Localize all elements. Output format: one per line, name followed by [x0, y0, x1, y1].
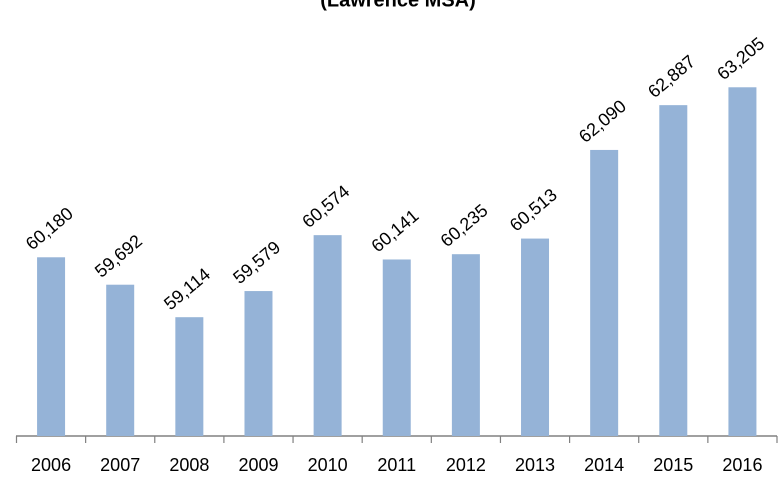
value-label: 62,090: [575, 96, 630, 147]
bar: [451, 254, 480, 436]
x-tick-label: 2010: [308, 455, 348, 475]
bar: [728, 87, 757, 437]
x-tick-label: 2015: [653, 455, 693, 475]
x-tick-label: 2009: [238, 455, 278, 475]
value-label: 59,692: [91, 231, 146, 282]
value-label: 60,574: [298, 181, 353, 232]
x-tick-label: 2014: [584, 455, 624, 475]
value-label: 59,114: [160, 264, 214, 314]
bar: [313, 235, 342, 436]
x-tick-label: 2011: [377, 455, 416, 475]
bar: [590, 149, 619, 436]
x-tick-label: 2016: [722, 455, 762, 475]
x-tick-label: 2006: [31, 455, 71, 475]
value-label: 60,513: [506, 185, 561, 236]
bar: [659, 105, 688, 436]
value-label: 59,579: [229, 237, 284, 288]
bar: [244, 291, 273, 436]
x-tick-label: 2013: [515, 455, 555, 475]
bar: [37, 257, 66, 436]
x-tick-label: 2007: [100, 455, 140, 475]
value-label: 62,887: [644, 51, 699, 102]
value-label: 63,205: [713, 33, 768, 84]
x-tick-label: 2008: [169, 455, 209, 475]
bar: [521, 238, 550, 436]
bar: [382, 259, 411, 436]
bar: [175, 317, 204, 436]
bar: [106, 284, 135, 436]
x-tick-label: 2012: [446, 455, 486, 475]
value-label: 60,141: [368, 205, 423, 256]
chart-title: (Lawrence MSA): [320, 0, 476, 11]
value-label: 60,180: [22, 203, 77, 254]
value-label: 60,235: [437, 200, 492, 251]
